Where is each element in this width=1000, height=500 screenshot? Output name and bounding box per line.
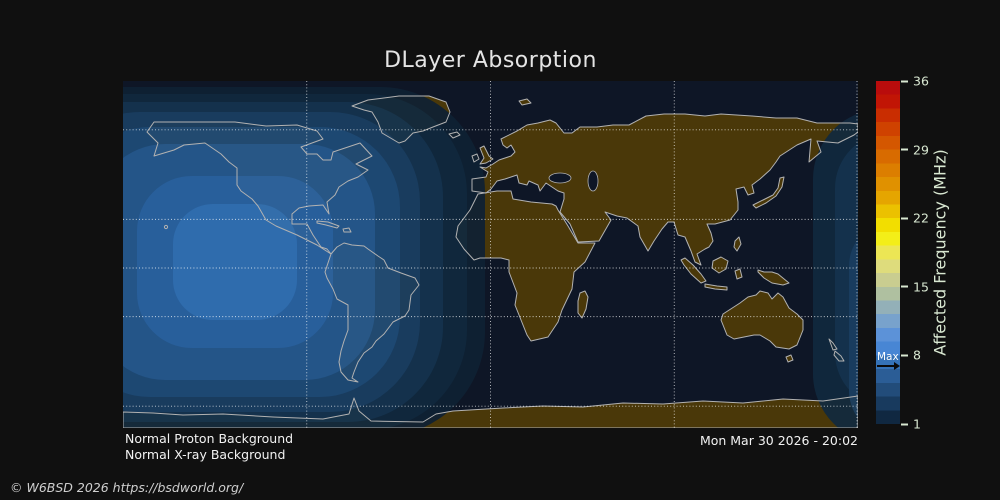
colorbar-ticks: 36 29 22 15 8 1 xyxy=(901,74,996,432)
colorbar-tick-15: 15 xyxy=(901,279,929,294)
colorbar-gradient xyxy=(876,81,900,424)
graticule xyxy=(123,81,858,428)
colorbar-max-marker: Max xyxy=(877,351,900,371)
colorbar-axis-label: Affected Frequency (MHz) xyxy=(930,149,950,356)
colorbar xyxy=(876,81,900,424)
status-text: Normal Proton Background Normal X-ray Ba… xyxy=(125,431,293,462)
colorbar-tick-8: 8 xyxy=(901,348,921,363)
tick-mark xyxy=(901,80,908,82)
colorbar-tick-1: 1 xyxy=(901,417,921,432)
tick-mark xyxy=(901,148,908,151)
world-map xyxy=(123,81,858,428)
tick-mark xyxy=(901,217,908,220)
max-arrow-icon xyxy=(877,362,900,371)
tick-mark xyxy=(901,285,908,288)
map-svg xyxy=(123,81,858,428)
colorbar-tick-36: 36 xyxy=(901,74,929,89)
tick-label: 8 xyxy=(913,347,921,363)
map-timestamp: Mon Mar 30 2026 - 20:02 xyxy=(699,433,858,448)
tick-label: 22 xyxy=(913,210,929,226)
colorbar-tick-22: 22 xyxy=(901,211,929,226)
copyright-notice: © W6BSD 2026 https://bsdworld.org/ xyxy=(10,480,244,495)
tick-label: 15 xyxy=(913,279,929,295)
tick-label: 1 xyxy=(913,416,921,432)
absorption-wrap-band-2 xyxy=(849,239,858,418)
colorbar-tick-29: 29 xyxy=(901,142,929,157)
tick-mark xyxy=(901,354,908,357)
tick-label: 36 xyxy=(913,73,929,89)
tick-label: 29 xyxy=(913,142,929,158)
status-proton-background: Normal Proton Background xyxy=(125,431,294,446)
absorption-band-7mhz xyxy=(173,204,297,320)
caspian-sea xyxy=(587,170,599,192)
tick-mark xyxy=(901,423,908,425)
status-xray-background: Normal X-ray Background xyxy=(125,446,286,462)
max-marker-label: Max xyxy=(877,351,899,364)
page-title: DLayer Absorption xyxy=(384,48,597,73)
black-sea xyxy=(548,172,572,184)
